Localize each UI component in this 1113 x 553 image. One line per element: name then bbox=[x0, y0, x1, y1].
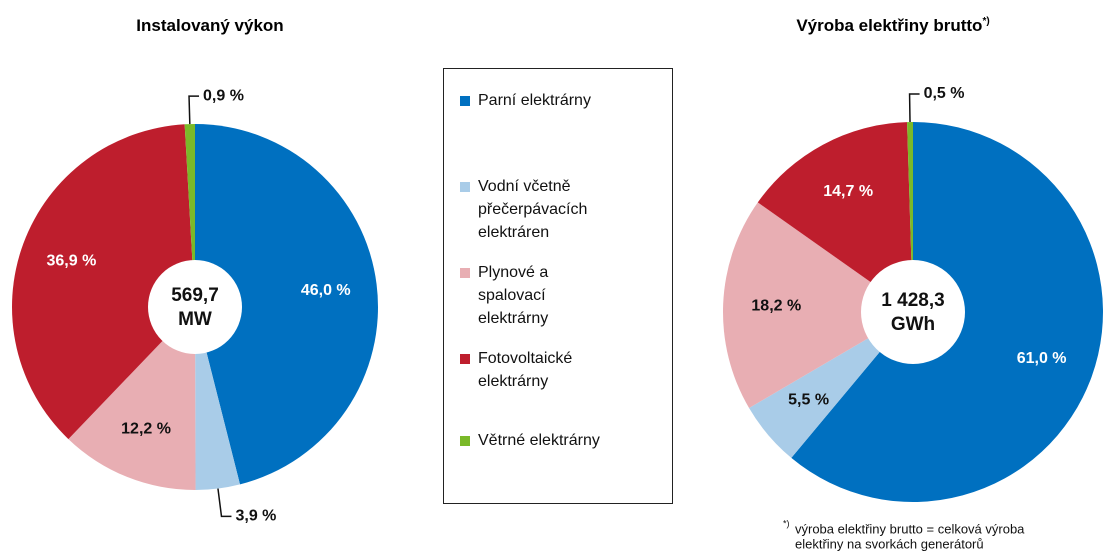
footnote: výroba elektřiny brutto = celková výroba bbox=[795, 521, 1025, 536]
legend-label: Vodní včetně přečerpávacích elektráren bbox=[478, 178, 588, 241]
chart-title: Výroba elektřiny brutto*) bbox=[796, 16, 989, 36]
chart-title-text: Výroba elektřiny brutto bbox=[796, 16, 982, 35]
data-label: 5,5 % bbox=[788, 392, 829, 409]
center-label: GWh bbox=[891, 314, 935, 335]
legend-item: Větrné elektrárny bbox=[460, 429, 660, 452]
data-label: 0,9 % bbox=[203, 87, 244, 104]
data-label: 12,2 % bbox=[121, 421, 171, 438]
slice bbox=[757, 122, 913, 313]
legend-label: Plynové a spalovací elektrárny bbox=[478, 264, 549, 327]
donut-hole bbox=[861, 260, 965, 364]
title-note: *) bbox=[982, 16, 989, 27]
legend-item: Plynové a spalovací elektrárny bbox=[460, 261, 660, 330]
data-label: 18,2 % bbox=[751, 297, 801, 314]
slice bbox=[195, 124, 378, 485]
data-label: 3,9 % bbox=[235, 508, 276, 525]
data-label: 0,5 % bbox=[924, 85, 965, 102]
legend-label: Větrné elektrárny bbox=[478, 432, 600, 449]
data-label: 61,0 % bbox=[1017, 350, 1067, 367]
legend-label: Fotovoltaické elektrárny bbox=[478, 350, 573, 390]
data-label: 46,0 % bbox=[301, 282, 351, 299]
footnote: elektřiny na svorkách generátorů bbox=[795, 536, 984, 551]
center-label: 569,7 bbox=[171, 285, 219, 306]
legend: Parní elektrárny Vodní včetně přečerpávac… bbox=[443, 68, 673, 504]
slice bbox=[723, 202, 913, 409]
donut-hole bbox=[148, 260, 242, 354]
slice bbox=[195, 307, 240, 490]
legend-swatch bbox=[460, 436, 470, 446]
legend-item: Parní elektrárny bbox=[460, 89, 660, 112]
data-label: 14,7 % bbox=[823, 183, 873, 200]
legend-item: Fotovoltaické elektrárny bbox=[460, 347, 660, 393]
slice bbox=[749, 312, 913, 458]
chart-title: Instalovaný výkon bbox=[136, 16, 283, 35]
center-label: MW bbox=[178, 309, 212, 330]
leader-line bbox=[188, 95, 200, 125]
legend-swatch bbox=[460, 96, 470, 106]
chart-title-text: Instalovaný výkon bbox=[136, 16, 283, 35]
data-label: 36,9 % bbox=[46, 253, 96, 270]
slice bbox=[12, 124, 196, 440]
slice bbox=[68, 307, 196, 490]
legend-item: Vodní včetně přečerpávacích elektráren bbox=[460, 175, 660, 244]
center-label: 1 428,3 bbox=[881, 290, 944, 311]
footnote-mark: *) bbox=[783, 518, 790, 528]
legend-swatch bbox=[460, 354, 470, 364]
leader-line bbox=[217, 488, 232, 518]
legend-swatch bbox=[460, 182, 470, 192]
legend-swatch bbox=[460, 268, 470, 278]
leader-line bbox=[908, 93, 920, 123]
legend-label: Parní elektrárny bbox=[478, 92, 591, 109]
